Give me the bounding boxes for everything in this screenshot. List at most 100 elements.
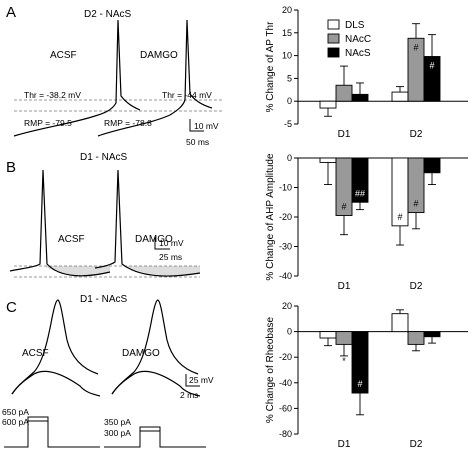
significance-mark: #	[413, 42, 418, 52]
panel-letter-b: B	[6, 159, 16, 176]
ahp-area-acsf	[44, 266, 110, 276]
bar-nacs-d2	[423, 157, 441, 174]
panel-b-traces: B D1 - NAcS ACSF DAMGO 10 mV 25 ms	[6, 152, 201, 278]
y-tick-label: -20	[279, 212, 292, 222]
panel-c-traces: C D1 - NAcS ACSF DAMGO 25 mV 2 ms 650 pA…	[2, 294, 214, 448]
significance-mark: #	[341, 202, 346, 212]
trace-b-damgo	[94, 169, 201, 277]
y-axis-label: % Change of Rheobase	[265, 316, 276, 423]
y-tick-label: -10	[279, 183, 292, 193]
scale-b-voltage: 10 mV	[159, 238, 184, 248]
panel-letter-c: C	[6, 299, 17, 316]
y-tick-label: 10	[282, 51, 292, 61]
trace-c-damgo-spike	[111, 299, 199, 395]
current-step-acsf-hi	[27, 416, 49, 421]
scale-b-time: 25 ms	[159, 252, 182, 262]
bar-nacc-d1	[335, 331, 353, 345]
significance-mark: #	[413, 199, 418, 209]
y-tick-label: 0	[287, 153, 292, 163]
category-label-d2: D2	[410, 281, 423, 292]
significance-mark: ##	[355, 188, 365, 198]
current-step-damgo-lo	[104, 430, 206, 448]
y-tick-label: -40	[279, 271, 292, 281]
panel-c-title: D1 - NAcS	[80, 294, 128, 305]
ahp-area-damgo	[125, 266, 200, 276]
scale-bar-b	[154, 237, 170, 250]
significance-mark: #	[357, 379, 362, 389]
bar-dls-d2	[391, 313, 409, 333]
scale-bar-c	[185, 374, 200, 387]
chart-ahp-amplitude: -40-30-20-100% Change of AHP Amplitude ##…	[265, 153, 468, 292]
panel-a-traces: A D2 - NAcS ACSF DAMGO Thr = -38.2 mV Th…	[6, 4, 222, 147]
bar-dls-d2	[391, 91, 409, 102]
panel-c-damgo-label: DAMGO	[122, 348, 160, 359]
legend-swatch-nacc	[327, 33, 340, 44]
y-tick-label: -60	[279, 403, 292, 413]
current-damgo-lo: 300 pA	[104, 428, 131, 438]
legend-label-nacc: NAcC	[345, 34, 371, 45]
y-tick-label: -80	[279, 429, 292, 439]
legend-label-nacs: NAcS	[345, 48, 371, 59]
bar-nacs-d1	[351, 93, 369, 102]
legend: DLS NAcC NAcS	[327, 19, 371, 59]
legend-swatch-nacs	[327, 47, 340, 58]
scale-a-time: 50 ms	[186, 137, 209, 147]
trace-c-acsf-subthreshold	[11, 370, 101, 397]
rmp-acsf-label: RMP = -79.5	[24, 118, 72, 128]
bar-dls-d1	[319, 157, 337, 163]
current-step-damgo-hi	[139, 426, 161, 431]
y-tick-label: 20	[282, 301, 292, 311]
panel-b-damgo-label: DAMGO	[135, 234, 173, 245]
category-label-d1: D1	[338, 439, 351, 450]
trace-damgo	[97, 19, 213, 137]
thr-damgo-label: Thr = -44 mV	[162, 90, 212, 100]
panel-a-title: D2 - NAcS	[84, 9, 132, 20]
y-tick-label: 0	[287, 96, 292, 106]
y-axis-label: % Change of AHP Amplitude	[265, 153, 276, 281]
category-label-d2: D2	[410, 129, 423, 140]
legend-label-dls: DLS	[345, 20, 365, 31]
significance-mark: #	[429, 61, 434, 71]
panel-letter-a: A	[6, 4, 16, 21]
y-tick-label: -20	[279, 352, 292, 362]
rmp-damgo-label: RMP = -78.8	[104, 118, 152, 128]
current-step-acsf-lo	[4, 420, 100, 448]
scale-bar-a	[189, 119, 204, 132]
chart-rheobase: -80 -60 -40 -20 0 20 % Change of Rheobase * # D1 D…	[265, 301, 468, 450]
y-tick-label: 20	[282, 5, 292, 15]
category-label-d1: D1	[338, 281, 351, 292]
trace-c-acsf-spike	[11, 299, 99, 395]
trace-b-acsf	[9, 169, 111, 277]
scale-c-time: 2 ms	[180, 390, 198, 400]
y-tick-label: 0	[287, 327, 292, 337]
panel-b-title: D1 - NAcS	[80, 152, 128, 163]
bar-nacs-d2	[423, 331, 441, 338]
panel-a-damgo-label: DAMGO	[140, 50, 178, 61]
panel-c-acsf-label: ACSF	[22, 348, 49, 359]
bar-nacc-d2	[407, 331, 425, 345]
legend-swatch-dls	[327, 19, 340, 30]
chart-ap-threshold: -5 0 5 10 15 20 % Change of AP Thr # # D1 D2	[265, 5, 468, 140]
scale-a-voltage: 10 mV	[194, 121, 219, 131]
category-label-d1: D1	[338, 129, 351, 140]
trace-acsf	[13, 19, 141, 137]
bar-dls-d1	[319, 100, 337, 109]
y-tick-label: -5	[284, 119, 292, 129]
current-damgo-hi: 350 pA	[104, 417, 131, 427]
category-label-d2: D2	[410, 439, 423, 450]
scale-c-voltage: 25 mV	[189, 375, 214, 385]
bar-nacc-d1	[335, 84, 353, 102]
y-tick-label: -30	[279, 242, 292, 252]
y-tick-label: 15	[282, 28, 292, 38]
y-tick-label: 5	[287, 73, 292, 83]
panel-a-acsf-label: ACSF	[50, 50, 77, 61]
y-axis-label: % Change of AP Thr	[265, 21, 276, 112]
panel-b-acsf-label: ACSF	[58, 234, 85, 245]
current-acsf-lo: 600 pA	[2, 417, 29, 427]
bar-dls-d1	[319, 331, 337, 339]
y-tick-label: -40	[279, 378, 292, 388]
significance-mark: *	[342, 356, 346, 366]
current-acsf-hi: 650 pA	[2, 407, 29, 417]
significance-mark: #	[397, 212, 402, 222]
